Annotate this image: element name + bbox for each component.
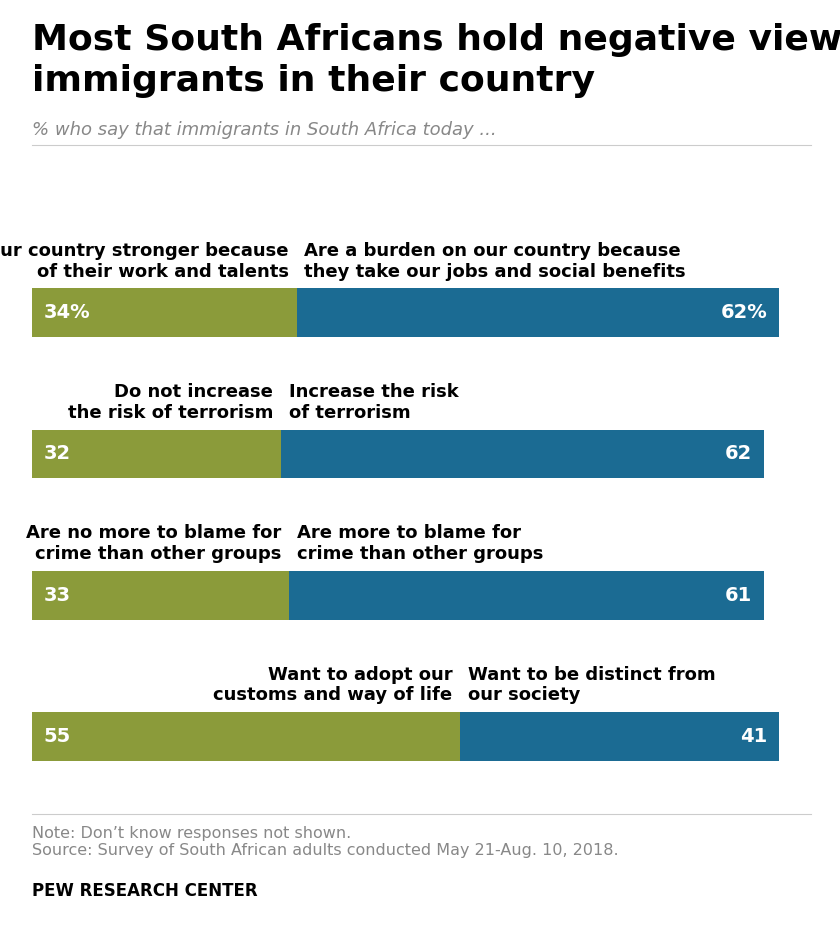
Text: Make our country stronger because
of their work and talents: Make our country stronger because of the… xyxy=(0,242,289,281)
Text: 34%: 34% xyxy=(44,303,90,322)
Bar xyxy=(297,288,780,337)
Bar xyxy=(281,429,764,479)
Bar xyxy=(32,429,281,479)
Text: PEW RESEARCH CENTER: PEW RESEARCH CENTER xyxy=(32,882,258,899)
Text: 62%: 62% xyxy=(721,303,768,322)
Text: Want to adopt our
customs and way of life: Want to adopt our customs and way of lif… xyxy=(213,665,453,704)
Text: 33: 33 xyxy=(44,586,71,605)
Bar xyxy=(289,571,764,620)
Text: Are more to blame for
crime than other groups: Are more to blame for crime than other g… xyxy=(297,524,543,564)
Text: Most South Africans hold negative views toward
immigrants in their country: Most South Africans hold negative views … xyxy=(32,23,840,98)
Bar xyxy=(32,712,460,760)
Text: % who say that immigrants in South Africa today ...: % who say that immigrants in South Afric… xyxy=(32,121,496,139)
Text: Are no more to blame for
crime than other groups: Are no more to blame for crime than othe… xyxy=(26,524,281,564)
Bar xyxy=(460,712,780,760)
Text: Increase the risk
of terrorism: Increase the risk of terrorism xyxy=(289,383,459,422)
Text: 55: 55 xyxy=(44,727,71,745)
Text: Want to be distinct from
our society: Want to be distinct from our society xyxy=(468,665,716,704)
Text: 41: 41 xyxy=(741,727,768,745)
Text: Note: Don’t know responses not shown.
Source: Survey of South African adults con: Note: Don’t know responses not shown. So… xyxy=(32,826,618,858)
Bar xyxy=(32,288,297,337)
Text: 62: 62 xyxy=(725,444,752,464)
Text: Are a burden on our country because
they take our jobs and social benefits: Are a burden on our country because they… xyxy=(304,242,686,281)
Text: 61: 61 xyxy=(725,586,752,605)
Bar xyxy=(32,571,289,620)
Text: Do not increase
the risk of terrorism: Do not increase the risk of terrorism xyxy=(68,383,273,422)
Text: 32: 32 xyxy=(44,444,71,464)
